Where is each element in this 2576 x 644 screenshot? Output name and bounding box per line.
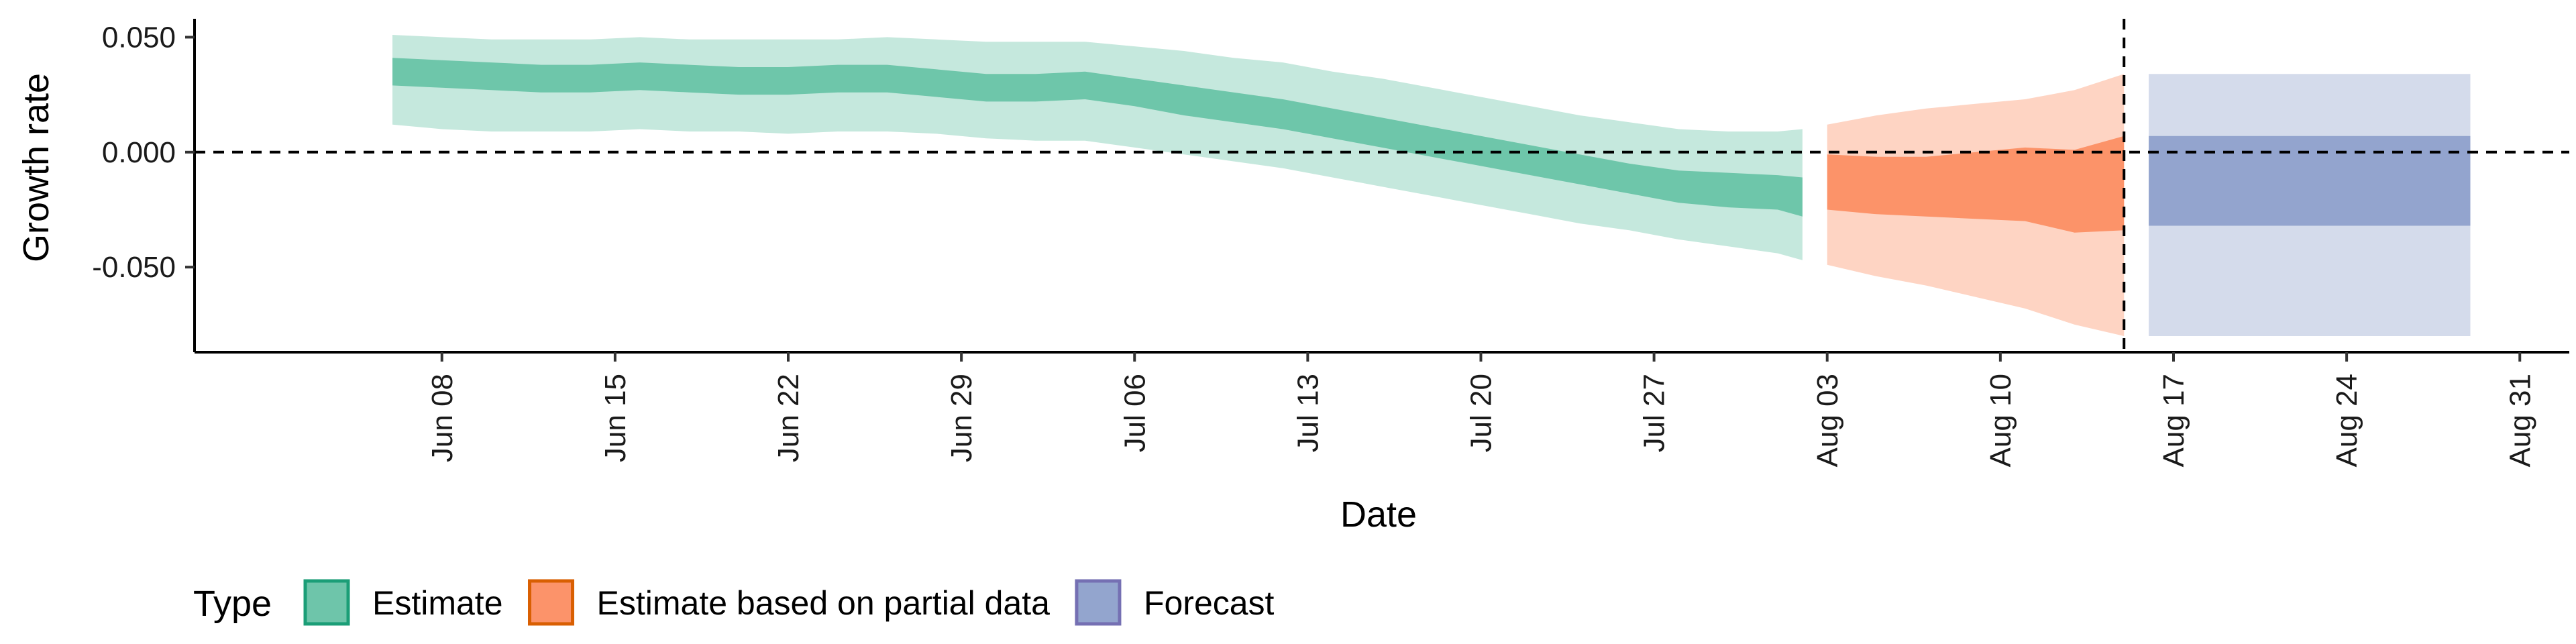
- x-tick-label: Jun 29: [945, 374, 978, 462]
- x-tick-label: Jun 15: [599, 374, 632, 462]
- x-tick-label: Jul 13: [1291, 374, 1324, 452]
- x-tick-label: Jul 20: [1465, 374, 1498, 452]
- forecast-inner-band: [2149, 136, 2471, 226]
- legend-swatch-estimate: [303, 579, 350, 626]
- legend-label-estimate-based-on-partial-data: Estimate based on partial data: [597, 584, 1051, 622]
- x-tick-label: Aug 24: [2330, 374, 2363, 467]
- x-tick-label: Aug 03: [1811, 374, 1844, 467]
- x-axis-title: Date: [1340, 494, 1417, 535]
- x-tick-label: Aug 17: [2157, 374, 2190, 467]
- legend-swatch-estimate-based-on-partial-data: [528, 579, 575, 626]
- y-axis-title: Growth rate: [16, 73, 56, 262]
- estimate-based-on-partial-data-inner-band: [1827, 136, 2125, 233]
- estimate-inner-band: [392, 58, 1803, 217]
- axes-layer: -0.050 0.000 0.050 Jun 08 Jun 15 Jun 22 Jun 29…: [92, 19, 2569, 467]
- y-tick-label: 0.050: [102, 21, 176, 54]
- x-tick-label: Jun 08: [426, 374, 459, 462]
- legend-title: Type: [193, 584, 272, 624]
- reference-lines: [195, 19, 2569, 352]
- legend: Type Estimate Estimate based on partial d…: [193, 579, 1275, 626]
- x-tick-label: Jul 06: [1118, 374, 1151, 452]
- legend-swatch-forecast: [1075, 579, 1122, 626]
- bands-layer: [392, 35, 2471, 337]
- y-tick-label: -0.050: [92, 251, 176, 284]
- x-tick-label: Jun 22: [772, 374, 805, 462]
- x-tick-label: Aug 10: [1984, 374, 2017, 467]
- legend-label-forecast: Forecast: [1144, 584, 1275, 622]
- legend-label-estimate: Estimate: [372, 584, 503, 622]
- x-tick-label: Aug 31: [2504, 374, 2536, 467]
- y-tick-label: 0.000: [102, 136, 176, 169]
- x-tick-label: Jul 27: [1638, 374, 1671, 452]
